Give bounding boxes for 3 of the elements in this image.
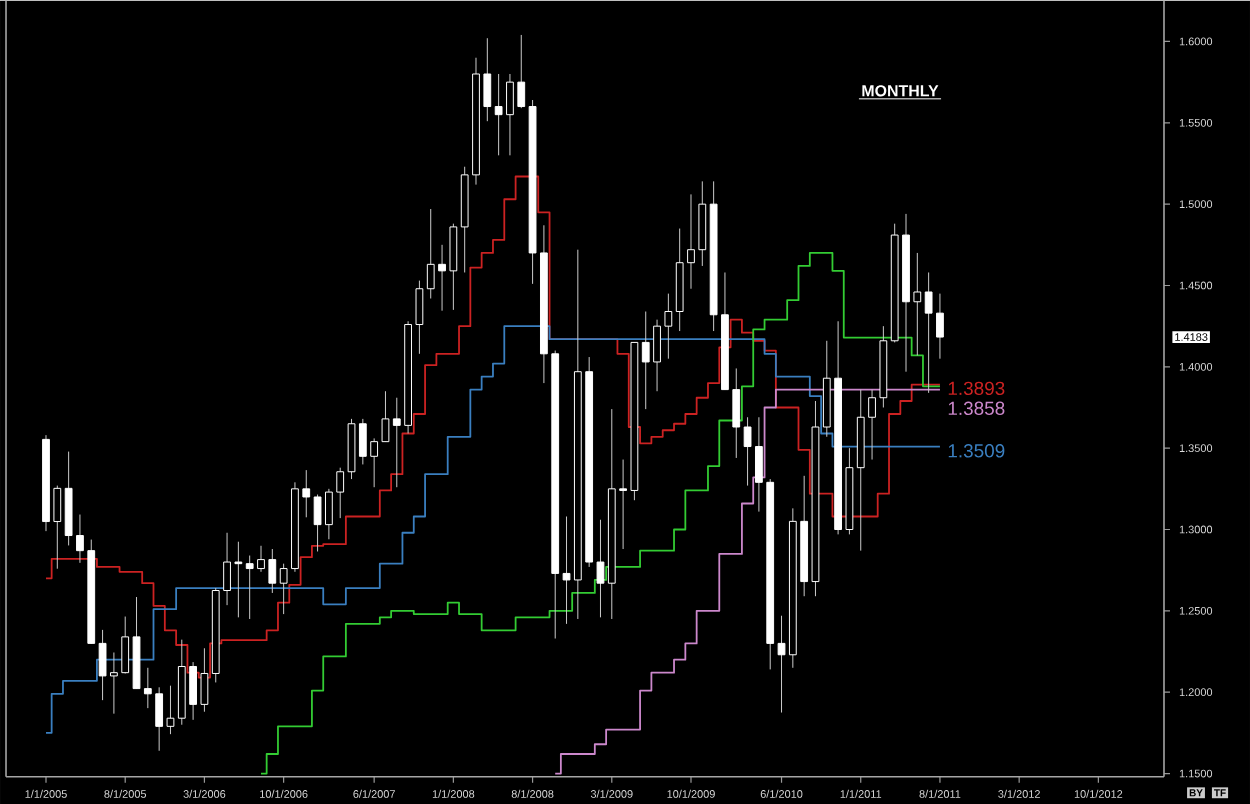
annotation: 1.3858 bbox=[948, 401, 1005, 415]
annotation: 1.3509 bbox=[948, 443, 1005, 458]
annotation: 1.3893 bbox=[948, 381, 1005, 395]
